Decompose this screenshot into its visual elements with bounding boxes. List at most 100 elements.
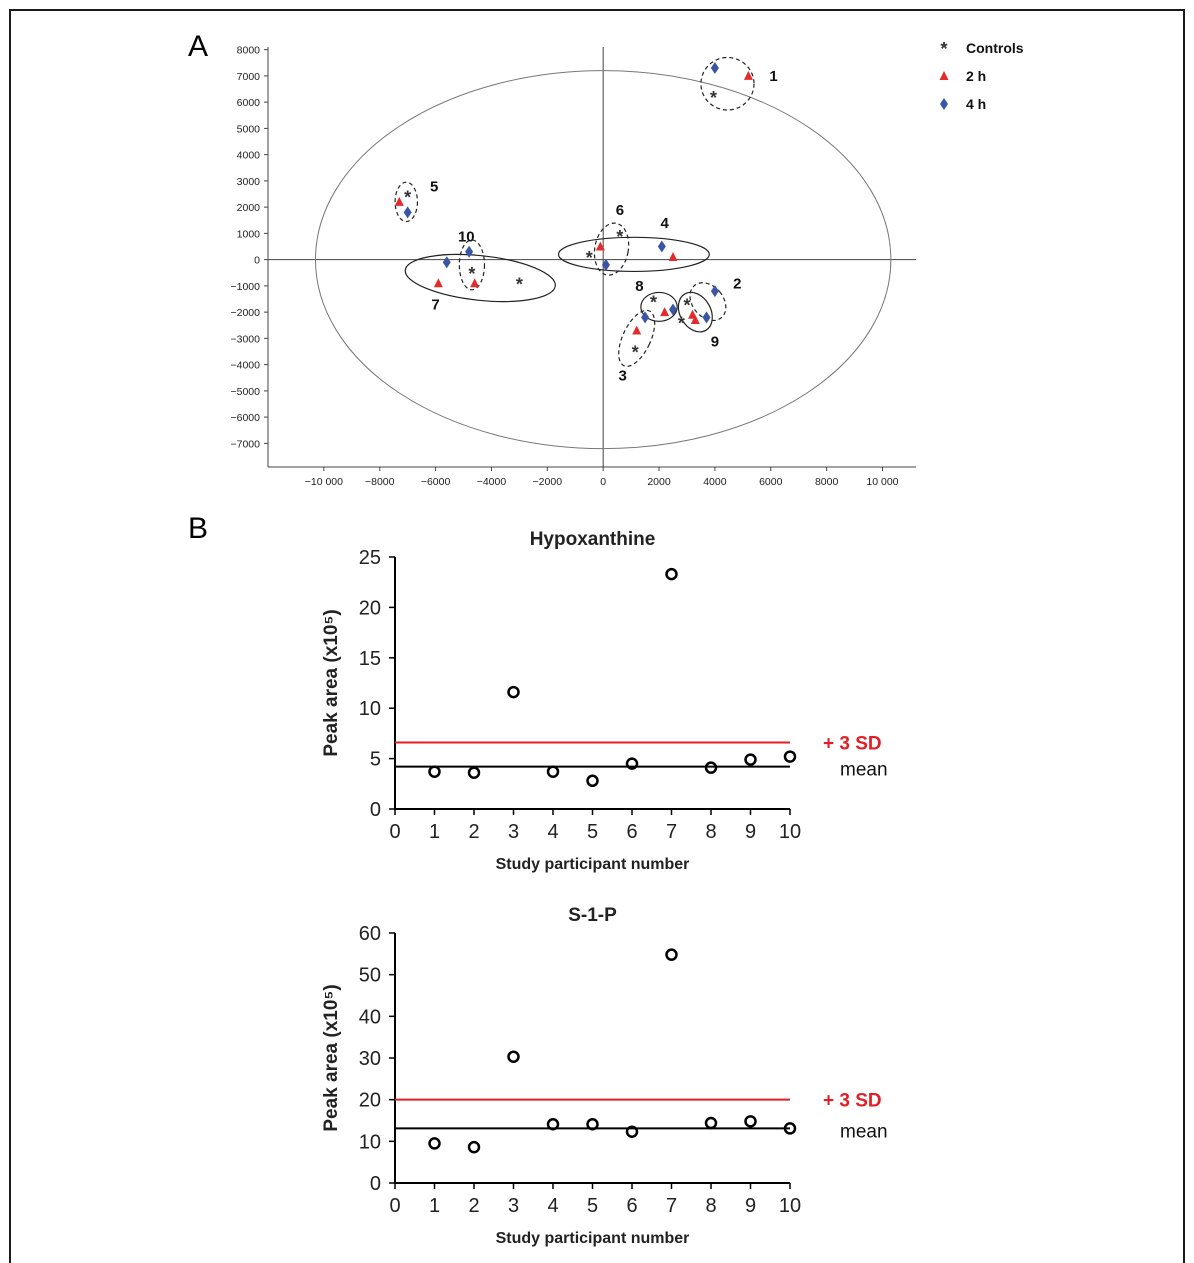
x-tick-label: 4000 xyxy=(703,476,727,488)
x-tick-label: 8 xyxy=(705,821,716,843)
legend-marker-triangle xyxy=(939,71,949,80)
data-point xyxy=(783,1122,797,1135)
y-tick-label: 20 xyxy=(359,1090,381,1112)
plus-3sd-label: + 3 SD xyxy=(823,1091,882,1112)
hotelling-ellipse xyxy=(314,70,892,450)
y-tick-label: −6000 xyxy=(231,412,261,424)
legend: * Controls 2 h 4 h xyxy=(939,39,1024,112)
pca-score-plot: 8000 7000 6000 5000 4000 3000 2000 1000 0 −1000 −2… xyxy=(231,39,1024,488)
group-label-1: 1 xyxy=(769,68,777,85)
y-tick-label: 25 xyxy=(359,547,381,569)
y-tick-label: 6000 xyxy=(237,97,261,109)
y-tick-label: 20 xyxy=(359,597,381,619)
point-asterisk: * xyxy=(710,88,717,108)
x-tick-label: 5 xyxy=(587,1195,598,1217)
group-label-8: 8 xyxy=(635,278,643,295)
y-tick-label: 0 xyxy=(254,255,260,267)
y-tick-label: 7000 xyxy=(237,71,261,83)
y-tick-label: 60 xyxy=(359,923,381,945)
hypoxanthine-plot: Hypoxanthine 0 5 10 15 20 25 0 1 2 3 4 5 6 7 8 9 10 Study … xyxy=(321,529,888,873)
point-asterisk: * xyxy=(683,295,690,315)
x-axis-title: Study participant number xyxy=(496,856,690,873)
group-label-4: 4 xyxy=(660,215,669,232)
group-ellipse-5 xyxy=(394,181,419,223)
point-diamond xyxy=(601,258,610,271)
point-triangle xyxy=(470,278,480,288)
legend-marker-asterisk: * xyxy=(940,39,947,59)
x-tick-label: 2000 xyxy=(647,476,671,488)
chart-title: Hypoxanthine xyxy=(530,529,656,550)
data-point xyxy=(546,765,560,778)
y-axis-title: Peak area (x10⁵) xyxy=(321,984,342,1131)
y-tick-label: 15 xyxy=(359,648,381,670)
y-tick-label: 5 xyxy=(370,749,381,771)
x-tick-label: 4 xyxy=(547,821,558,843)
y-tick-label: −1000 xyxy=(231,281,261,293)
point-asterisk: * xyxy=(468,264,475,284)
point-triangle xyxy=(394,196,404,206)
point-triangle xyxy=(632,325,642,335)
group-label-9: 9 xyxy=(711,333,719,350)
x-tick-label: 6 xyxy=(626,1195,637,1217)
legend-marker-diamond xyxy=(940,98,948,110)
group-label-7: 7 xyxy=(431,297,439,314)
data-point xyxy=(704,1116,718,1130)
group-ellipse-2 xyxy=(689,282,727,322)
y-tick-label: 8000 xyxy=(237,45,261,57)
point-diamond xyxy=(702,311,711,324)
y-tick-label: 30 xyxy=(359,1048,381,1070)
group-label-2: 2 xyxy=(733,276,741,293)
data-point xyxy=(428,1137,441,1150)
group-label-10: 10 xyxy=(458,228,475,245)
point-triangle xyxy=(743,70,753,80)
x-tick-label: 5 xyxy=(587,821,598,843)
point-asterisk: * xyxy=(616,227,623,247)
point-triangle xyxy=(690,315,700,324)
x-tick-label: 3 xyxy=(508,821,519,843)
x-tick-label: 3 xyxy=(508,1195,519,1217)
x-tick-label: 10 000 xyxy=(866,476,898,488)
y-tick-label: −2000 xyxy=(231,307,261,319)
point-diamond xyxy=(669,303,677,316)
y-tick-label: −7000 xyxy=(231,438,261,450)
group-label-5: 5 xyxy=(430,178,438,195)
data-point xyxy=(507,1050,520,1063)
plus-3sd-label: + 3 SD xyxy=(823,733,882,754)
group-ellipse-4 xyxy=(557,236,710,273)
data-point xyxy=(507,685,520,699)
data-point xyxy=(546,1118,560,1131)
s1p-plot: S-1-P 0 10 20 30 40 50 60 0 1 2 3 4 5 6 7 8 9 10 Study part… xyxy=(321,905,888,1247)
data-point xyxy=(586,774,599,788)
data-point xyxy=(704,761,718,774)
data-point xyxy=(665,948,678,961)
y-tick-label: −3000 xyxy=(231,333,261,345)
x-tick-label: 9 xyxy=(745,821,756,843)
data-point xyxy=(744,1115,757,1128)
point-asterisk: * xyxy=(586,248,593,268)
figure-frame xyxy=(9,9,1185,1263)
y-tick-label: −5000 xyxy=(231,386,261,398)
panel-label-b: B xyxy=(188,512,208,545)
x-axis-title: Study participant number xyxy=(496,1230,690,1247)
group-ellipse-6 xyxy=(593,222,630,276)
point-diamond xyxy=(442,256,451,269)
x-tick-label: 2 xyxy=(468,1195,479,1217)
point-triangle xyxy=(433,278,443,288)
x-tick-label: −4000 xyxy=(477,476,507,488)
group-ellipse-10 xyxy=(458,239,486,291)
y-tick-label: 0 xyxy=(370,1173,381,1195)
x-tick-label: 6 xyxy=(626,821,637,843)
point-asterisk: * xyxy=(516,274,523,294)
x-tick-label: −8000 xyxy=(365,476,395,488)
x-tick-label: −2000 xyxy=(533,476,563,488)
point-diamond xyxy=(465,245,474,258)
chart-title: S-1-P xyxy=(568,905,617,926)
legend-label: Controls xyxy=(966,40,1024,56)
legend-label: 4 h xyxy=(966,96,986,112)
data-point xyxy=(586,1118,599,1131)
x-tick-label: −10 000 xyxy=(305,476,343,488)
legend-label: 2 h xyxy=(966,68,986,84)
point-diamond xyxy=(710,62,719,74)
x-tick-label: 10 xyxy=(779,821,801,843)
data-point xyxy=(625,1125,639,1138)
